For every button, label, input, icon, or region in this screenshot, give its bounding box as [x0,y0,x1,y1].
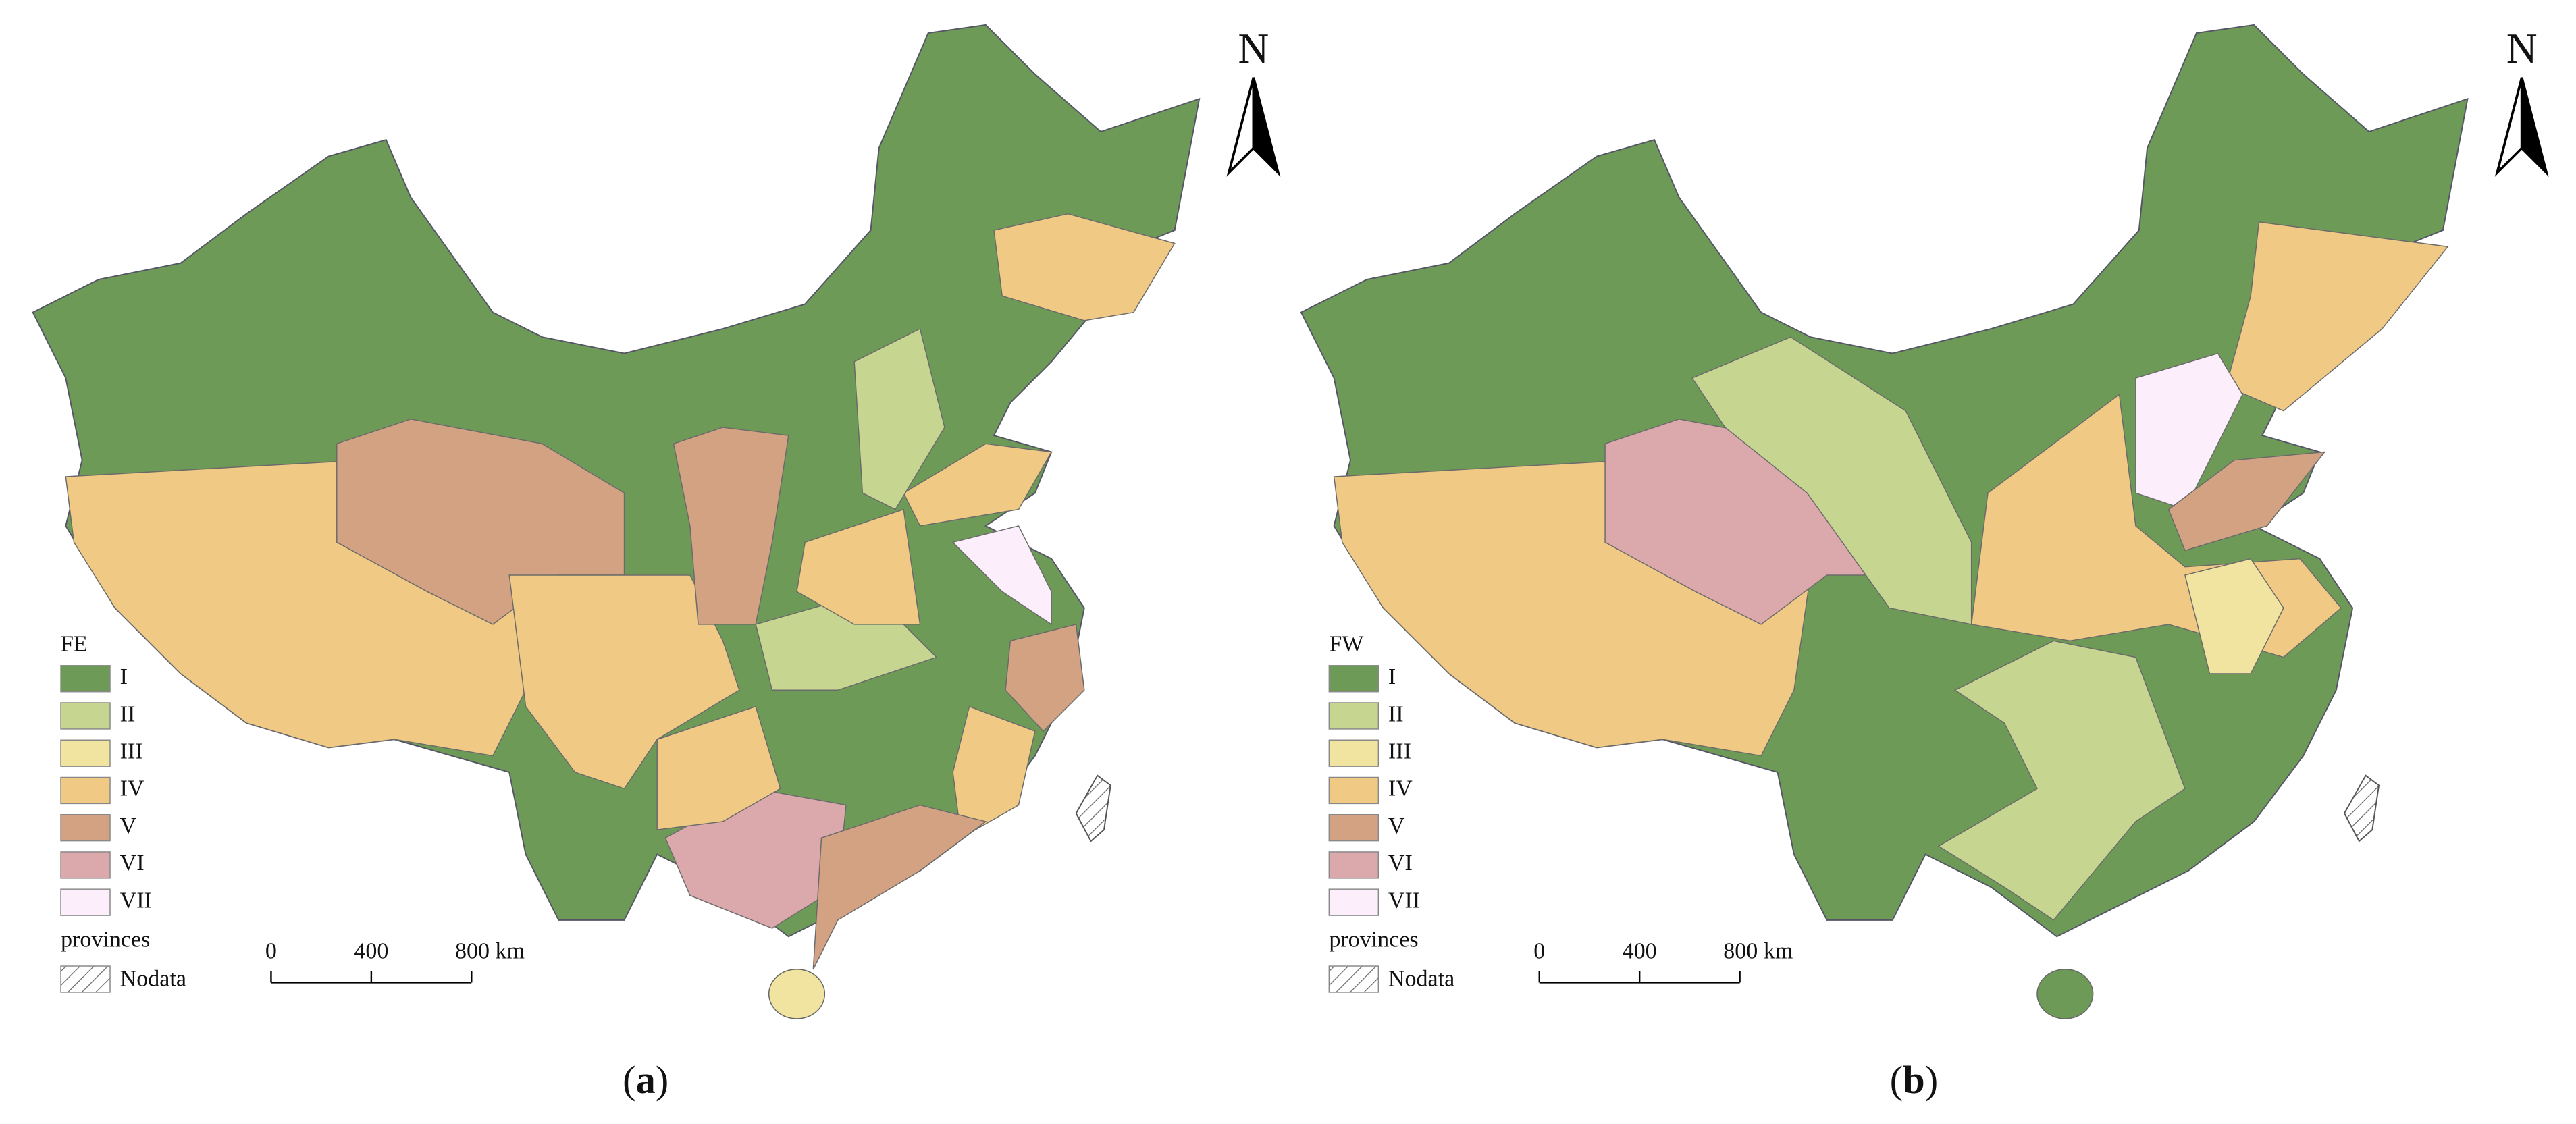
legend-swatch [60,851,111,879]
province [2167,451,2326,552]
scale-label: 800 km [1723,938,1793,963]
caption-open: ( [1890,1059,1903,1102]
caption-open: ( [623,1059,635,1102]
legend-label: IV [1388,776,1413,801]
province [656,705,781,830]
scale-label: 800 km [455,938,525,963]
province [903,443,1053,527]
taiwan-nodata [1075,774,1111,842]
caption-letter: b [1903,1059,1924,1102]
legend-swatch [1328,702,1379,730]
legend-title: FW [1329,631,1364,656]
legend-label: III [1388,739,1411,764]
legend-provinces: provinces [61,927,150,952]
legend-title: FE [61,631,88,656]
legend-swatch [60,702,111,730]
legend-nodata-swatch [1328,965,1379,993]
province [796,508,921,625]
scale-label: 400 [1623,938,1657,963]
legend-label: VII [1388,888,1420,913]
legend-swatch [1328,813,1379,842]
legend-nodata-swatch [60,965,111,993]
legend-label: I [1388,664,1396,689]
province [853,327,945,510]
legend-label: I [120,664,128,689]
hainan [768,969,826,1019]
province [2225,221,2449,412]
north-label: N [1238,25,1269,72]
legend-swatch [1328,888,1379,916]
legend-swatch [60,888,111,916]
caption-letter: a [636,1059,656,1102]
scale-label: 400 [354,938,388,963]
legend-provinces: provinces [1329,927,1418,952]
north-arrow-right [2520,77,2549,177]
legend-label: II [120,701,136,726]
legend-swatch [1328,739,1379,767]
legend-nodata: Nodata [120,967,186,992]
province [508,574,740,790]
legend-label: III [120,739,143,764]
province [2135,352,2243,510]
legend-swatch [60,813,111,842]
province [1937,640,2186,921]
caption-close: ) [1925,1059,1938,1102]
taiwan-nodata [2343,774,2380,842]
province [952,705,1036,839]
legend-label: V [1388,813,1405,838]
north-arrow-left [2494,77,2523,177]
legend-swatch [60,739,111,767]
caption: (a) [623,1059,668,1102]
legend-label: V [120,813,137,838]
legend-label: VI [120,851,144,876]
province [673,427,789,625]
legend-label: VII [120,888,152,913]
province [993,213,1176,321]
legend-swatch [1328,851,1379,879]
caption: (b) [1890,1059,1938,1102]
north-arrow-left [1226,77,1255,177]
legend-swatch [1328,776,1379,805]
legend-swatch [60,776,111,805]
province [1005,624,1085,732]
scale-label: 0 [265,938,277,963]
scale-label: 0 [1533,938,1545,963]
hainan [2036,969,2094,1019]
legend-label: VI [1388,851,1413,876]
caption-close: ) [656,1059,668,1102]
province [812,804,987,970]
legend-label: IV [120,776,144,801]
province [2184,558,2284,674]
north-arrow-right [1252,77,1281,177]
province [951,525,1052,626]
legend-nodata: Nodata [1388,967,1454,992]
legend-swatch [60,665,111,693]
north-label: N [2506,25,2538,72]
legend-swatch [1328,665,1379,693]
legend-label: II [1388,701,1404,726]
